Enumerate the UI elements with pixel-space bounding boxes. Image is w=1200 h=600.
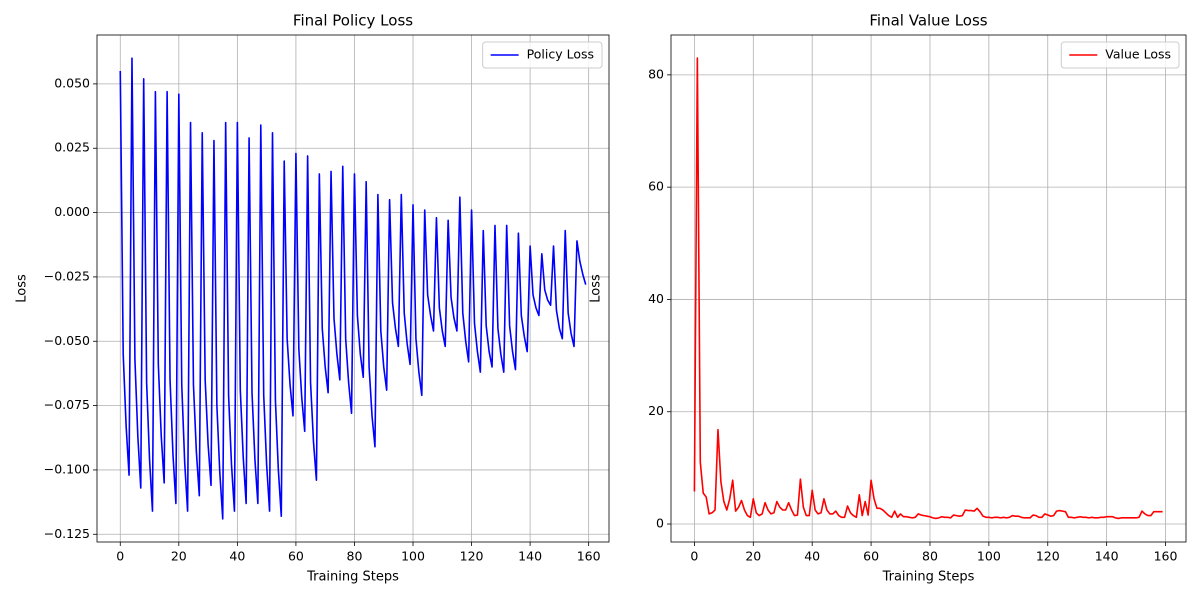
y-tick-label: −0.100: [44, 461, 90, 476]
y-tick-label: −0.075: [44, 397, 90, 412]
y-tick-label: 0.000: [54, 204, 90, 219]
x-axis-label: Training Steps: [882, 570, 975, 585]
legend: Value Loss: [1060, 41, 1180, 69]
x-tick-label: 100: [977, 549, 1001, 564]
x-tick-label: 60: [288, 549, 304, 564]
y-tick-label: 0: [656, 516, 664, 531]
legend-frame: [482, 41, 603, 69]
y-tick-label: 80: [648, 66, 664, 81]
chart-title: Final Value Loss: [869, 12, 987, 30]
x-tick-label: 160: [1154, 549, 1178, 564]
x-tick-label: 120: [1036, 549, 1060, 564]
x-tick-label: 0: [116, 549, 124, 564]
x-tick-label: 20: [745, 549, 761, 564]
y-tick-label: 0.050: [54, 75, 90, 90]
x-tick-label: 40: [804, 549, 820, 564]
x-tick-label: 80: [922, 549, 938, 564]
y-tick-label: 60: [648, 179, 664, 194]
legend-label: Policy Loss: [527, 47, 594, 62]
x-tick-label: 120: [460, 549, 484, 564]
x-tick-label: 60: [863, 549, 879, 564]
axes-frame: [96, 34, 610, 543]
data-line: [693, 57, 1163, 520]
x-tick-label: 160: [577, 549, 601, 564]
y-tick-label: 0.025: [54, 140, 90, 155]
data-line: [119, 57, 587, 520]
x-tick-label: 140: [1095, 549, 1119, 564]
y-tick-label: −0.125: [44, 526, 90, 541]
axes-frame: [670, 34, 1187, 543]
legend: Policy Loss: [482, 41, 603, 69]
y-tick-label: 20: [648, 403, 664, 418]
x-tick-label: 40: [229, 549, 245, 564]
x-tick-label: 20: [171, 549, 187, 564]
legend-label: Value Loss: [1105, 47, 1171, 62]
y-tick-label: −0.050: [44, 333, 90, 348]
x-axis-label: Training Steps: [306, 570, 399, 585]
x-tick-label: 100: [401, 549, 425, 564]
x-tick-label: 0: [690, 549, 698, 564]
legend-frame: [1060, 41, 1180, 69]
y-axis-label: Loss: [589, 274, 604, 303]
chart-title: Final Policy Loss: [293, 12, 413, 30]
x-tick-label: 140: [518, 549, 542, 564]
y-tick-label: −0.025: [44, 268, 90, 283]
x-tick-label: 80: [347, 549, 363, 564]
y-axis-label: Loss: [15, 274, 30, 303]
y-tick-label: 40: [648, 291, 664, 306]
